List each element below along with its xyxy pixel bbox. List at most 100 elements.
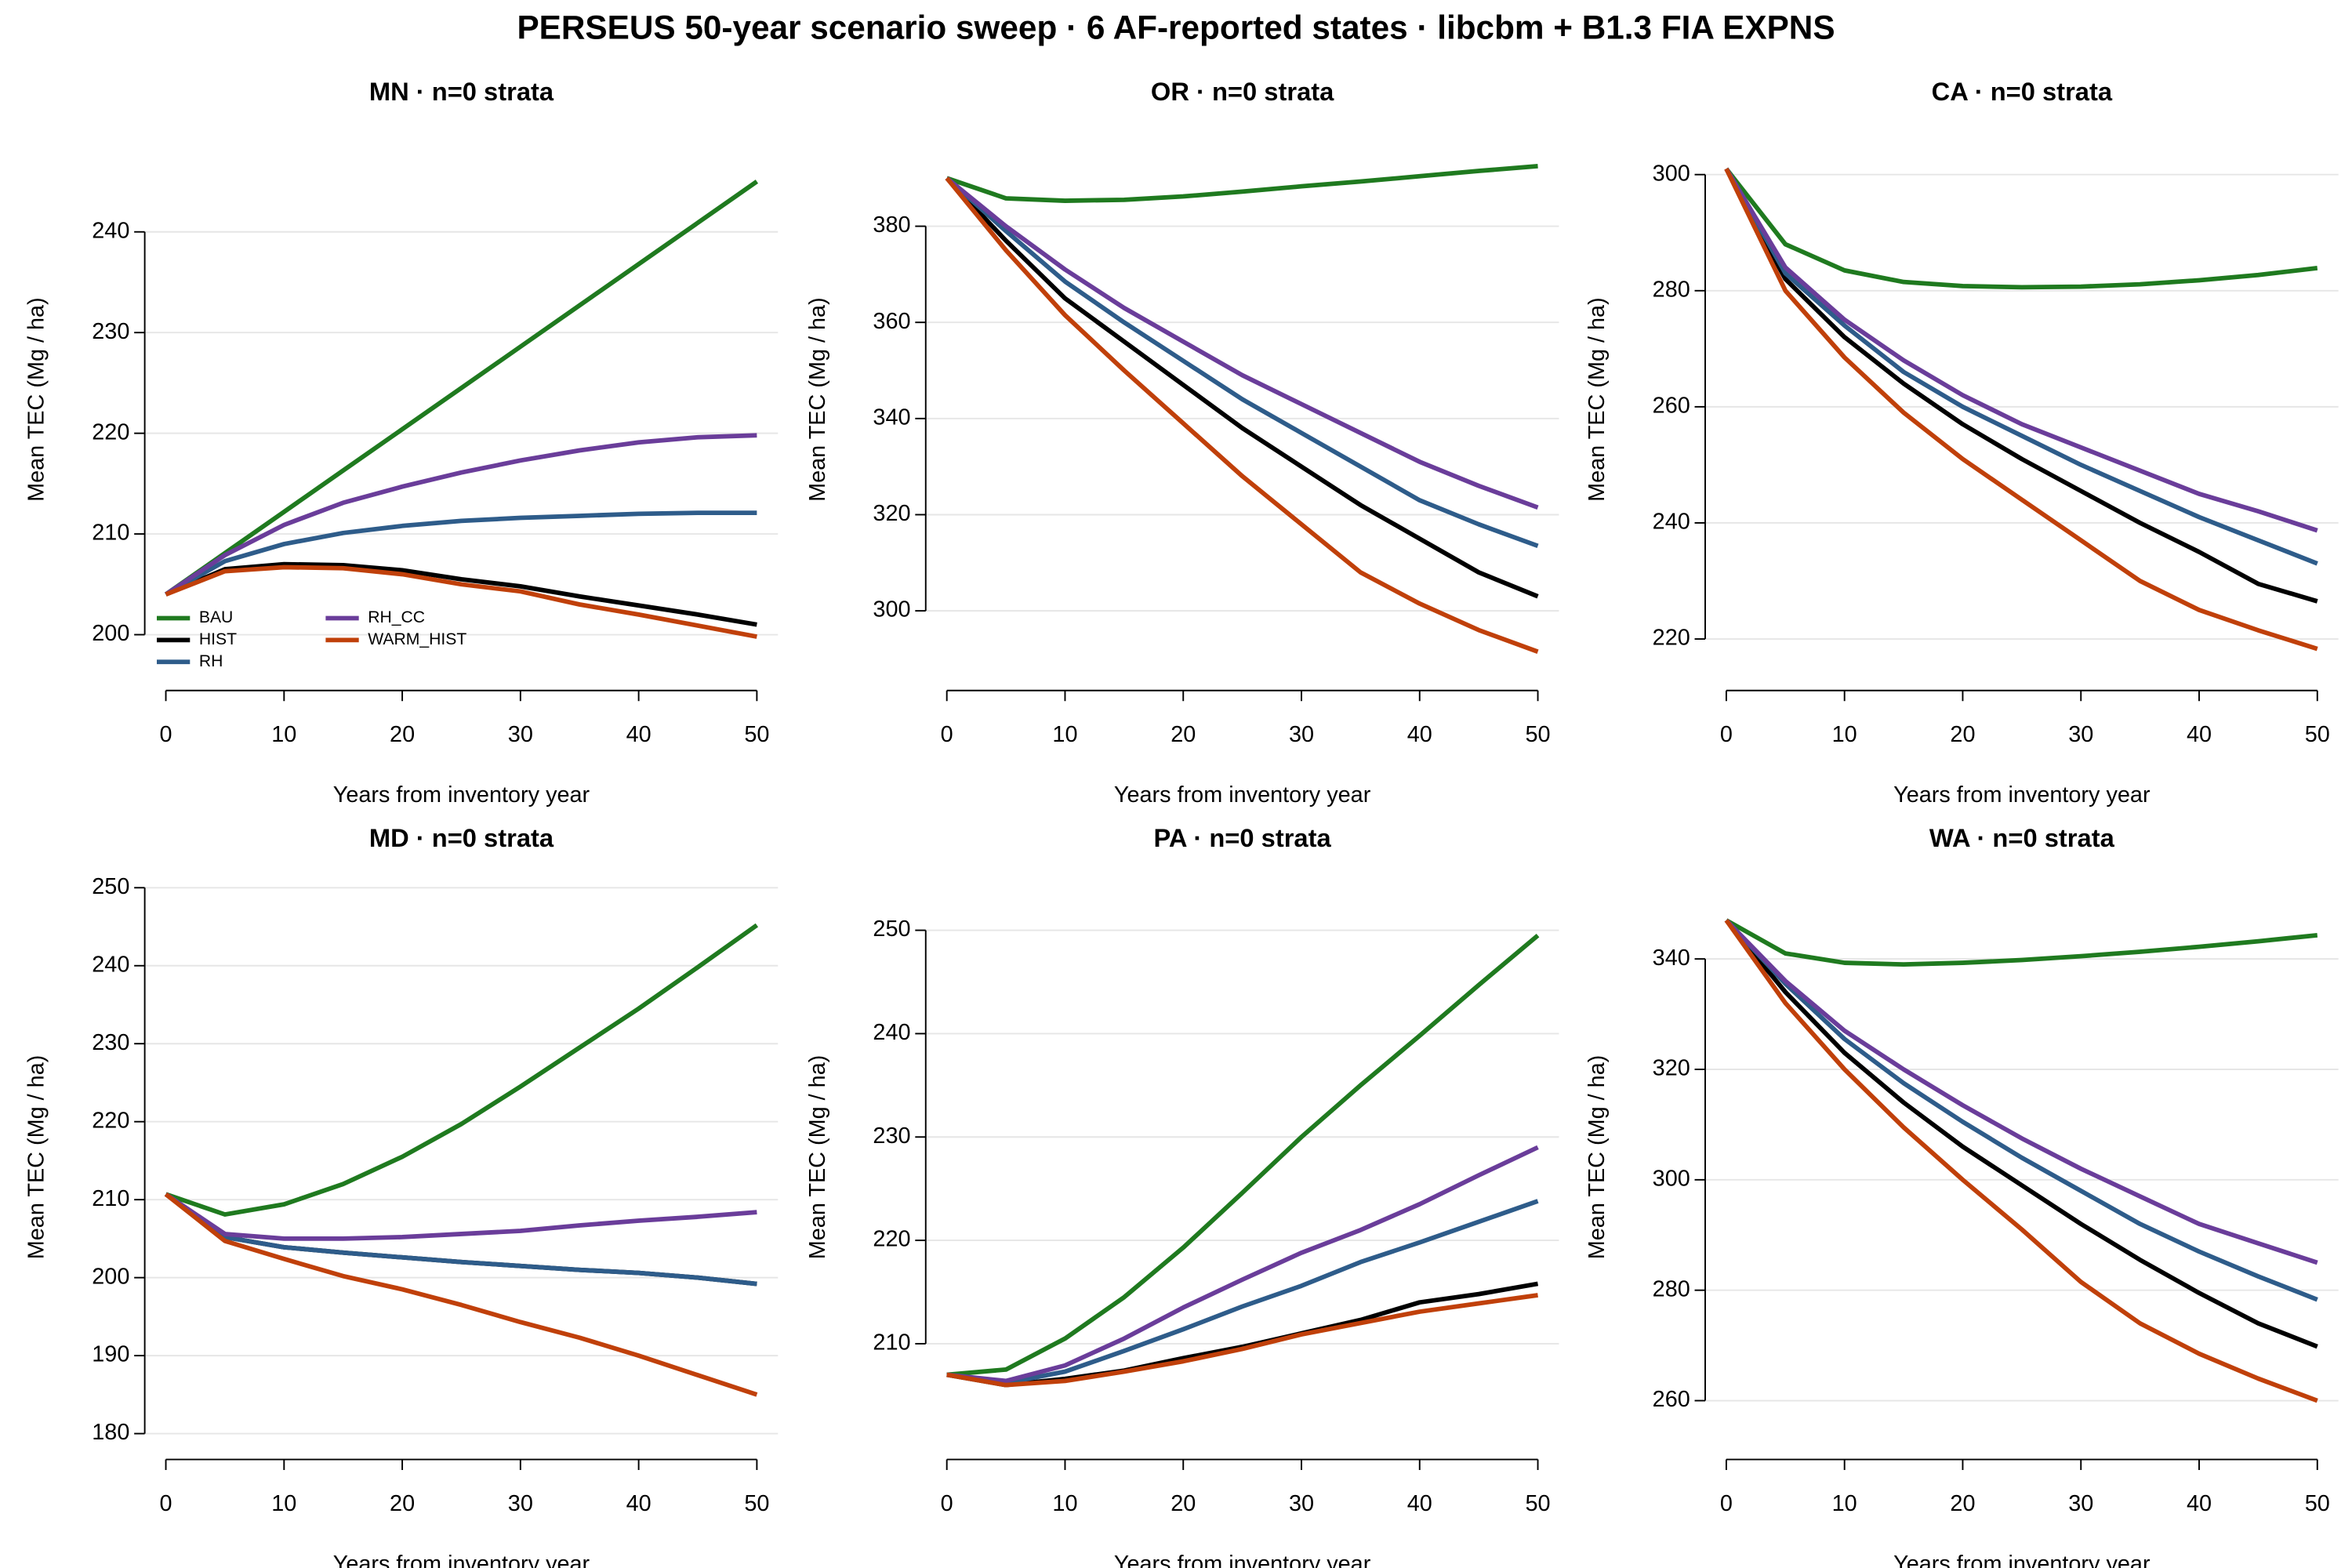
series-line	[1724, 919, 2318, 1349]
y-tick-label: 210	[873, 1330, 910, 1356]
x-tick-label: 20	[390, 1491, 415, 1516]
y-tick-label: 220	[92, 419, 129, 445]
series-line	[164, 433, 757, 597]
x-axis-label: Years from inventory year	[333, 1552, 590, 1568]
y-tick-label: 220	[1653, 626, 1690, 651]
y-tick-label: 180	[92, 1420, 129, 1445]
series-line	[1724, 918, 2318, 1265]
series-line	[165, 564, 757, 639]
x-tick-label: 10	[271, 1491, 296, 1516]
y-axis-label: Mean TEC (Mg / ha)	[805, 297, 830, 502]
x-tick-label: 20	[1950, 722, 1975, 747]
figure-title: PERSEUS 50-year scenario sweep · 6 AF-re…	[517, 9, 1835, 46]
series-line	[946, 164, 1538, 203]
y-axis-label: Mean TEC (Mg / ha)	[24, 1055, 49, 1260]
x-tick-label: 50	[744, 1491, 769, 1516]
series-line	[1724, 168, 2318, 652]
x-axis-label: Years from inventory year	[1114, 782, 1371, 808]
series-line	[1724, 167, 2318, 533]
y-tick-label: 300	[1653, 161, 1690, 186]
x-tick-label: 50	[2305, 1491, 2330, 1516]
legend-label: BAU	[199, 608, 233, 626]
y-tick-label: 380	[873, 212, 910, 238]
x-tick-label: 10	[1052, 722, 1077, 747]
x-tick-label: 30	[2068, 722, 2093, 747]
y-tick-label: 220	[873, 1227, 910, 1252]
y-tick-label: 190	[92, 1342, 129, 1367]
series-line	[946, 1199, 1539, 1385]
series-line	[165, 923, 759, 1217]
y-tick-label: 200	[92, 1264, 129, 1289]
y-tick-label: 320	[1653, 1056, 1690, 1081]
series-line	[164, 1192, 757, 1287]
x-tick-label: 20	[390, 722, 415, 747]
y-tick-label: 280	[1653, 1276, 1690, 1301]
y-axis-label: Mean TEC (Mg / ha)	[805, 1055, 830, 1260]
panel-title: MD · n=0 strata	[369, 823, 554, 852]
x-tick-label: 40	[626, 722, 652, 747]
x-tick-label: 10	[1832, 722, 1857, 747]
legend-label: WARM_HIST	[368, 630, 466, 648]
x-tick-label: 10	[271, 722, 296, 747]
x-tick-label: 20	[1950, 1491, 1975, 1516]
y-tick-label: 320	[873, 501, 910, 526]
x-tick-label: 40	[626, 1491, 652, 1516]
y-tick-label: 300	[1653, 1166, 1690, 1191]
y-tick-label: 250	[92, 874, 129, 899]
x-tick-label: 0	[1720, 722, 1733, 747]
series-line	[165, 510, 757, 597]
series-line	[164, 1192, 758, 1397]
x-tick-label: 30	[2068, 1491, 2093, 1516]
y-tick-label: 300	[873, 597, 910, 622]
x-tick-label: 10	[1832, 1491, 1857, 1516]
y-tick-label: 360	[873, 309, 910, 334]
x-tick-label: 0	[941, 1491, 953, 1516]
series-line	[945, 176, 1539, 654]
x-tick-label: 10	[1052, 1491, 1077, 1516]
y-tick-label: 250	[873, 916, 910, 942]
x-tick-label: 30	[508, 1491, 533, 1516]
panel-title: PA · n=0 strata	[1154, 823, 1332, 852]
x-tick-label: 30	[508, 722, 533, 747]
legend-label: RH	[199, 652, 223, 670]
series-line	[945, 176, 1539, 510]
x-tick-label: 50	[1525, 722, 1550, 747]
y-tick-label: 240	[873, 1020, 910, 1045]
x-tick-label: 30	[1289, 722, 1314, 747]
series-line	[1724, 918, 2318, 1302]
y-tick-label: 230	[92, 319, 129, 344]
x-tick-label: 40	[2187, 1491, 2212, 1516]
y-tick-label: 220	[92, 1108, 129, 1133]
y-tick-label: 340	[1653, 946, 1690, 971]
series-line	[165, 561, 757, 627]
series-line	[946, 1293, 1538, 1388]
series-line	[945, 176, 1539, 599]
y-tick-label: 340	[873, 405, 910, 430]
series-line	[164, 1192, 757, 1241]
series-line	[946, 1281, 1539, 1388]
x-tick-label: 20	[1171, 722, 1196, 747]
panel-title: CA · n=0 strata	[1932, 77, 2113, 106]
series-line	[946, 1145, 1539, 1384]
y-tick-label: 210	[92, 1186, 129, 1211]
y-axis-label: Mean TEC (Mg / ha)	[1584, 297, 1610, 502]
x-axis-label: Years from inventory year	[1893, 1552, 2151, 1568]
series-line	[1724, 167, 2318, 604]
y-tick-label: 230	[873, 1123, 910, 1149]
y-tick-label: 260	[1653, 393, 1690, 418]
legend-label: HIST	[199, 630, 237, 648]
x-axis-label: Years from inventory year	[1114, 1552, 1371, 1568]
y-tick-label: 240	[92, 218, 129, 243]
x-tick-label: 0	[1720, 1491, 1733, 1516]
x-tick-label: 20	[1171, 1491, 1196, 1516]
x-axis-label: Years from inventory year	[333, 782, 590, 808]
y-tick-label: 230	[92, 1030, 129, 1055]
x-tick-label: 0	[160, 1491, 172, 1516]
y-tick-label: 280	[1653, 277, 1690, 302]
x-tick-label: 50	[1525, 1491, 1550, 1516]
y-axis-label: Mean TEC (Mg / ha)	[24, 297, 49, 502]
series-line	[1724, 919, 2318, 1403]
series-line	[164, 180, 759, 597]
x-tick-label: 50	[2305, 722, 2330, 747]
